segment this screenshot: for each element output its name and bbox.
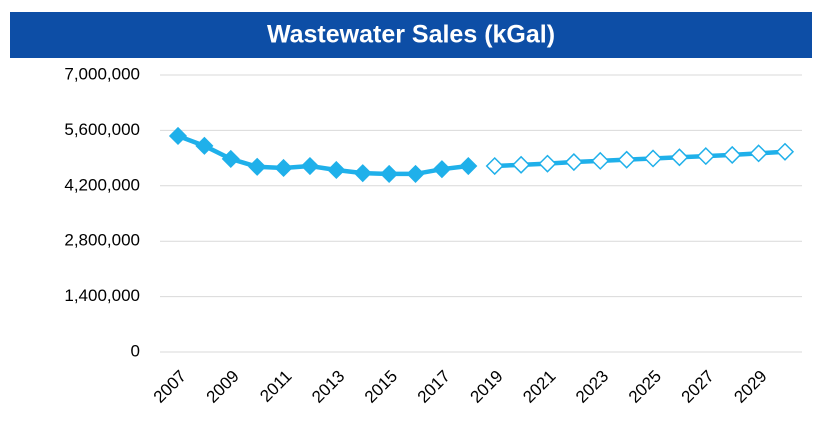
x-tick-label: 2017 xyxy=(414,367,454,407)
marker xyxy=(538,154,557,173)
marker xyxy=(248,157,267,176)
marker xyxy=(643,149,663,168)
marker xyxy=(749,144,768,163)
marker xyxy=(485,156,504,176)
x-tick-label: 2023 xyxy=(572,367,612,407)
marker xyxy=(353,164,372,183)
marker xyxy=(723,145,742,164)
x-tick-label: 2027 xyxy=(678,367,718,407)
series-line xyxy=(177,133,469,177)
y-tick-label: 2,800,000 xyxy=(64,231,140,250)
y-tick-label: 7,000,000 xyxy=(64,64,140,83)
x-tick-label: 2029 xyxy=(730,367,770,407)
x-tick-label: 2019 xyxy=(467,367,507,407)
marker xyxy=(300,156,320,176)
x-tick-label: 2013 xyxy=(308,367,348,407)
marker xyxy=(775,142,795,161)
marker xyxy=(380,164,399,183)
chart-title: Wastewater Sales (kGal) xyxy=(267,21,555,49)
x-tick-label: 2025 xyxy=(625,367,665,407)
y-tick-label: 1,400,000 xyxy=(64,286,140,305)
series-line xyxy=(494,149,786,169)
x-tick-label: 2011 xyxy=(256,367,295,406)
marker xyxy=(696,147,715,166)
marker xyxy=(406,164,425,183)
marker xyxy=(195,136,214,155)
marker xyxy=(274,158,293,178)
x-tick-label: 2021 xyxy=(519,367,559,407)
marker xyxy=(512,155,531,174)
x-tick-label: 2015 xyxy=(361,367,401,407)
marker xyxy=(564,152,583,172)
x-tick-label: 2009 xyxy=(203,367,243,407)
marker xyxy=(221,149,240,168)
y-tick-label: 5,600,000 xyxy=(64,120,140,139)
marker xyxy=(617,150,636,169)
marker xyxy=(168,126,188,146)
marker xyxy=(591,151,610,170)
marker xyxy=(459,156,478,176)
marker xyxy=(670,148,689,167)
x-tick-label: 2007 xyxy=(150,367,190,407)
y-tick-label: 0 xyxy=(131,341,140,360)
y-tick-label: 4,200,000 xyxy=(64,175,140,194)
marker xyxy=(327,160,346,180)
title-banner xyxy=(10,12,812,58)
marker xyxy=(432,160,451,179)
